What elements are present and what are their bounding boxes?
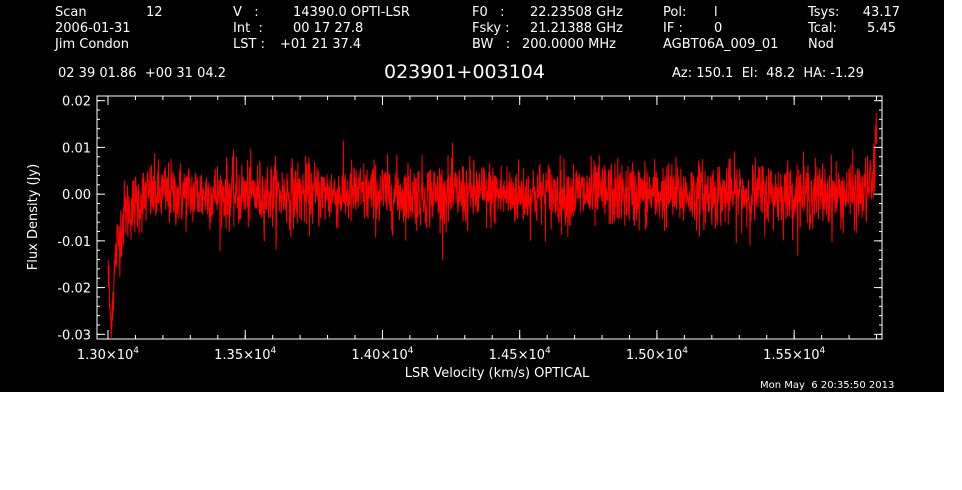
int-value: 00 17 27.8 <box>293 21 364 36</box>
y-axis-title: Flux Density (Jy) <box>26 164 41 270</box>
observer-name: Jim Condon <box>55 37 129 52</box>
y-axis: 0.02 0.01 0.00 -0.01 -0.02 -0.03 <box>57 95 882 343</box>
bw-label: BW : <box>472 37 511 52</box>
tsys-value: 43.17 <box>862 5 900 20</box>
plot-frame <box>96 95 883 340</box>
f0-value: 22.23508 GHz <box>530 5 623 20</box>
x-tick-label: 1.50×104 <box>626 346 688 363</box>
y-tick-label: -0.02 <box>57 282 91 297</box>
x-tick-label: 1.30×104 <box>77 346 139 363</box>
plot-timestamp: Mon May 6 20:35:50 2013 <box>760 380 895 391</box>
spectrum-line <box>107 112 878 340</box>
x-tick-label: 1.40×104 <box>351 346 413 363</box>
f0-label: F0 : <box>472 5 505 20</box>
y-tick-label: 0.00 <box>62 188 91 203</box>
if-value: 0 <box>714 21 723 36</box>
pol-value: l <box>714 5 718 20</box>
spectrum-series <box>107 112 878 340</box>
velocity-value: 14390.0 OPTI-LSR <box>293 5 410 20</box>
project-id: AGBT06A_009_01 <box>663 37 779 52</box>
x-axis-title: LSR Velocity (km/s) OPTICAL <box>405 366 590 381</box>
tcal-label: Tcal: <box>808 21 837 36</box>
tcal-value: 5.45 <box>867 21 896 36</box>
tsys-label: Tsys: <box>808 5 840 20</box>
x-axis: 1.30×104 1.35×104 1.40×104 1.45×104 1.50×104… <box>77 96 878 363</box>
x-tick-label: 1.35×104 <box>214 346 276 363</box>
source-name: 023901+003104 <box>384 61 545 83</box>
fsky-value: 21.21388 GHz <box>530 21 623 36</box>
scan-number: 12 <box>146 5 163 20</box>
scan-label: Scan <box>55 5 87 20</box>
observation-date: 2006-01-31 <box>55 21 131 36</box>
int-label: Int : <box>233 21 263 36</box>
y-tick-label: -0.01 <box>57 235 91 250</box>
source-coordinates: 02 39 01.86 +00 31 04.2 <box>58 66 227 81</box>
y-tick-label: 0.01 <box>62 141 91 156</box>
if-label: IF : <box>663 21 683 36</box>
x-tick-label: 1.45×104 <box>489 346 551 363</box>
az-el-ha: Az: 150.1 El: 48.2 HA: -1.29 <box>672 66 864 81</box>
y-tick-label: -0.03 <box>57 328 91 343</box>
x-tick-label: 1.55×104 <box>763 346 825 363</box>
lst-value: +01 21 37.4 <box>280 37 362 52</box>
bw-value: 200.0000 MHz <box>522 37 616 52</box>
plot-window: Scan 12 2006-01-31 Jim Condon V : 14390.… <box>0 0 944 392</box>
spectrum-chart: 0.02 0.01 0.00 -0.01 -0.02 -0.03 1.30×104 1.35… <box>26 95 883 381</box>
lst-label: LST : <box>233 37 265 52</box>
observing-mode: Nod <box>808 37 834 52</box>
velocity-label: V : <box>233 5 259 20</box>
fsky-label: Fsky : <box>472 21 510 36</box>
pol-label: Pol: <box>663 5 687 20</box>
y-tick-label: 0.02 <box>62 95 91 110</box>
